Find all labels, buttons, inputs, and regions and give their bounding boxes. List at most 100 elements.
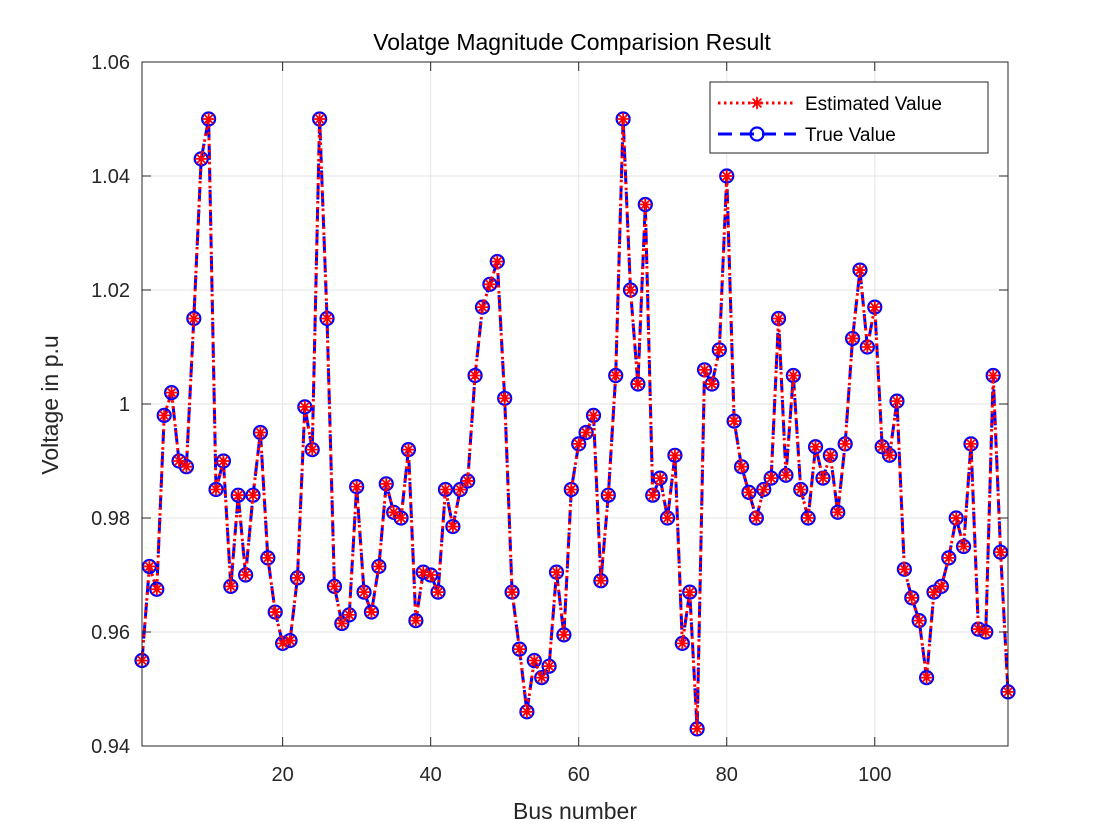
true-value-point	[230, 487, 246, 503]
marker-stroke	[973, 624, 984, 634]
estimated-value-point	[794, 483, 808, 496]
true-value-point	[260, 550, 276, 566]
estimated-value-point	[268, 605, 282, 619]
true-value-point	[141, 558, 158, 575]
true-value-point	[763, 470, 779, 486]
true-value-point	[563, 481, 579, 498]
marker-stroke	[381, 479, 392, 489]
marker-stroke	[448, 521, 458, 532]
estimated-value-point	[187, 312, 201, 325]
estimated-value-point	[439, 483, 452, 496]
estimated-value-point	[490, 255, 504, 268]
true-value-point	[585, 407, 602, 423]
marker-stroke	[936, 581, 947, 592]
marker-stroke	[684, 587, 695, 597]
y-tick-label: 1.04	[91, 166, 130, 188]
true-value-point	[608, 367, 624, 384]
true-value-point	[637, 196, 653, 213]
estimated-value-point	[653, 471, 667, 485]
x-tick-label: 60	[568, 764, 590, 786]
marker-stroke	[292, 573, 303, 583]
y-tick-label: 0.98	[91, 508, 130, 530]
true-value-point	[349, 479, 365, 495]
marker-stroke	[699, 365, 710, 375]
estimated-value-point	[809, 440, 822, 454]
estimated-value-point	[646, 488, 660, 502]
marker-stroke	[477, 302, 488, 312]
estimated-value-point	[498, 391, 512, 405]
estimated-value-point	[631, 377, 645, 391]
estimated-value-point	[920, 671, 933, 684]
estimated-value-point	[949, 511, 963, 525]
estimated-value-point	[527, 654, 541, 667]
estimated-value-point	[927, 585, 941, 599]
marker-stroke	[337, 618, 347, 629]
marker-stroke	[840, 439, 850, 449]
marker-stroke	[211, 484, 221, 495]
true-value-point	[215, 453, 232, 469]
estimated-value-point	[357, 585, 371, 599]
true-value-point	[571, 436, 587, 452]
marker-stroke	[166, 387, 177, 398]
marker-stroke	[877, 441, 887, 452]
true-value-point	[748, 510, 764, 526]
marker-stroke	[855, 265, 865, 275]
marker-stroke	[647, 490, 658, 500]
true-value-point	[904, 590, 920, 606]
estimated-value-point	[661, 511, 674, 525]
estimated-value-point	[964, 437, 978, 451]
true-value-point	[992, 544, 1009, 560]
marker-stroke	[677, 638, 688, 649]
marker-stroke	[418, 567, 429, 577]
true-value-point	[615, 111, 631, 127]
estimated-value-point	[379, 477, 393, 491]
estimated-value-point	[668, 448, 682, 462]
marker-stroke	[810, 441, 821, 452]
marker-stroke	[981, 627, 991, 637]
marker-stroke	[440, 484, 451, 495]
marker-stroke	[825, 450, 836, 461]
marker-stroke	[752, 98, 762, 108]
marker-stroke	[462, 476, 473, 486]
marker-stroke	[159, 410, 169, 421]
marker-stroke	[388, 507, 399, 518]
estimated-value-point	[542, 659, 556, 673]
marker-stroke	[226, 581, 236, 592]
marker-stroke	[285, 635, 295, 646]
estimated-value-point	[742, 485, 756, 499]
marker-stroke	[307, 444, 318, 455]
marker-stroke	[670, 450, 680, 461]
marker-stroke	[596, 575, 606, 586]
true-value-point	[667, 447, 683, 463]
estimated-value-point	[638, 198, 652, 211]
true-value-point	[726, 413, 742, 429]
marker-stroke	[551, 567, 562, 577]
estimated-value-point	[335, 617, 349, 630]
estimated-value-point	[764, 471, 778, 485]
estimated-value-point	[720, 169, 734, 183]
estimated-value-point	[698, 363, 711, 377]
estimated-value-point	[328, 580, 341, 593]
true-value-point	[156, 407, 172, 423]
estimated-value-point	[254, 426, 267, 439]
y-tick-label: 1.02	[91, 280, 130, 302]
estimated-value-point	[594, 574, 608, 588]
marker-stroke	[773, 313, 784, 324]
estimated-value-point	[979, 625, 993, 639]
marker-stroke	[514, 644, 525, 654]
estimated-value-point	[579, 426, 593, 439]
estimated-value-point	[387, 505, 401, 519]
marker-stroke	[662, 513, 673, 523]
marker-stroke	[707, 379, 717, 389]
true-value-point	[978, 624, 994, 640]
marker-stroke	[869, 302, 880, 312]
marker-stroke	[396, 513, 406, 523]
marker-stroke	[507, 587, 517, 597]
true-value-point	[415, 564, 431, 580]
marker-stroke	[721, 171, 732, 181]
marker-stroke	[174, 456, 184, 466]
estimated-value-point	[209, 483, 223, 496]
marker-stroke	[411, 615, 421, 626]
estimated-value-point	[601, 488, 615, 502]
estimated-value-point	[564, 483, 578, 496]
